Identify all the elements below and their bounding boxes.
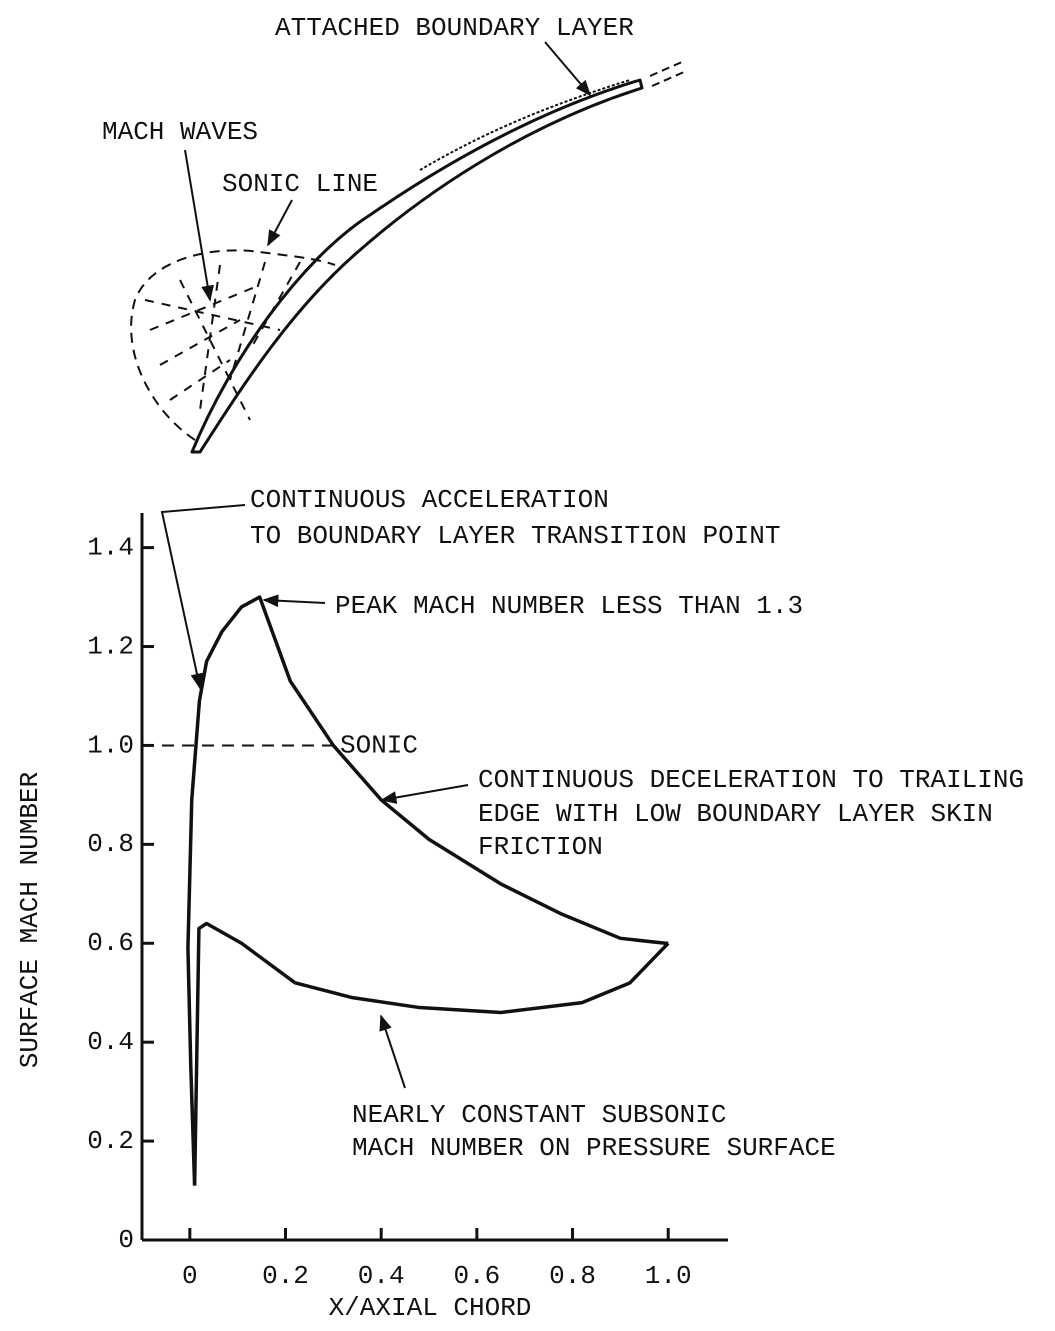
airfoil-diagram: ATTACHED BOUNDARY LAYER MACH WAVES SONIC… [102,13,685,454]
arrow [262,594,326,608]
mach-waves [144,261,301,421]
boundary-layer [419,79,631,171]
x-tick-label: 0 [182,1261,198,1291]
y-tick-label: 0 [118,1225,134,1255]
arrow [160,504,246,690]
x-tick-label: 0.6 [453,1261,500,1291]
y-tick-label: 0.4 [87,1027,134,1057]
arrow [379,1014,406,1089]
x-tick-label: 0.2 [262,1261,309,1291]
arrow [184,149,214,302]
diagram-label: MACH WAVES [102,117,258,147]
data-line [192,921,670,1186]
arrow [544,41,592,97]
annotation: CONTINUOUS DECELERATION TO TRAILING [478,765,1024,795]
y-tick-label: 0.2 [87,1126,134,1156]
x-tick-label: 1.0 [645,1261,692,1291]
wake [649,61,685,87]
airfoil [190,78,644,454]
y-tick-label: 0.8 [87,829,134,859]
y-tick-label: 0.6 [87,928,134,958]
annotation: EDGE WITH LOW BOUNDARY LAYER SKIN [478,799,993,829]
x-tick-label: 0.8 [549,1261,596,1291]
annotation: MACH NUMBER ON PRESSURE SURFACE [352,1133,836,1163]
annotation: CONTINUOUS ACCELERATION [250,485,609,515]
reference-label: SONIC [340,730,418,760]
y-tick-label: 1.4 [87,532,134,562]
y-tick-label: 1.0 [87,730,134,760]
arrow [267,199,293,247]
diagram-label: SONIC LINE [222,169,378,199]
annotation: PEAK MACH NUMBER LESS THAN 1.3 [335,591,803,621]
annotation: TO BOUNDARY LAYER TRANSITION POINT [250,521,781,551]
sonic-line [130,249,336,441]
x-axis-label: X/AXIAL CHORD [329,1293,532,1323]
annotation: FRICTION [478,832,603,862]
arrow [380,784,469,804]
diagram-label: ATTACHED BOUNDARY LAYER [275,13,634,43]
y-axis-label: SURFACE MACH NUMBER [15,772,45,1068]
data-line [186,595,669,1186]
x-tick-label: 0.4 [358,1261,405,1291]
y-tick-label: 1.2 [87,631,134,661]
annotation: NEARLY CONSTANT SUBSONIC [352,1100,726,1130]
